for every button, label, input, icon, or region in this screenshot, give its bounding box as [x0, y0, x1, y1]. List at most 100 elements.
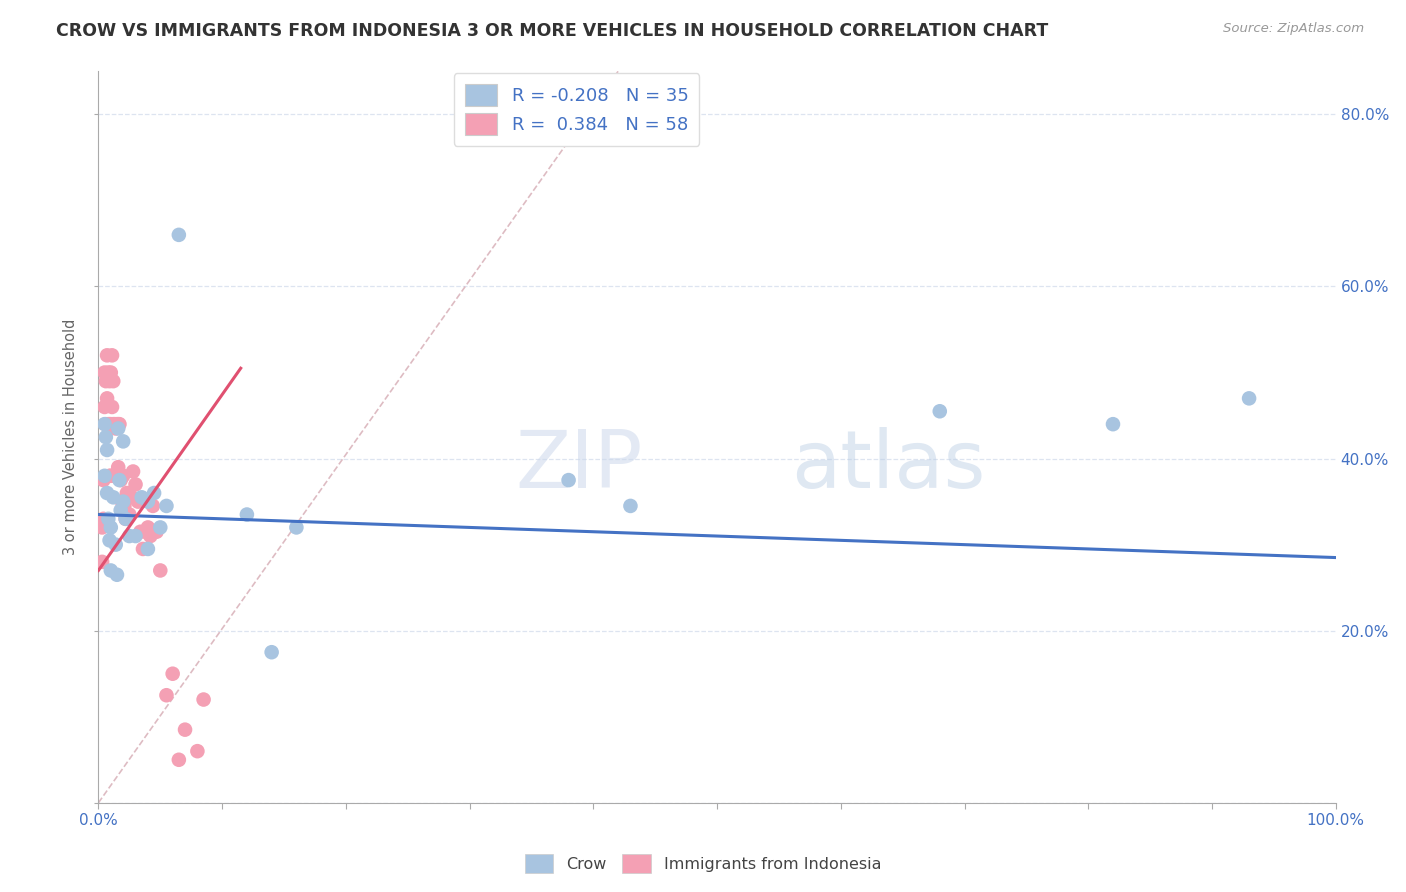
Point [104, 468, 127, 483]
Point [155, 499, 177, 513]
Point [134, 524, 156, 539]
Text: ZIP: ZIP [516, 427, 643, 506]
Point [114, 512, 136, 526]
Point [94, 430, 117, 444]
Point [98, 417, 121, 432]
Point [124, 529, 146, 543]
Point [97, 417, 120, 432]
Point [167, 753, 190, 767]
Point [132, 541, 155, 556]
Point [118, 508, 141, 522]
Point [1102, 417, 1125, 432]
Point [91, 555, 114, 569]
Text: Source: ZipAtlas.com: Source: ZipAtlas.com [1223, 22, 1364, 36]
Point [149, 520, 172, 534]
Point [100, 564, 122, 578]
Point [93, 468, 115, 483]
Point [285, 520, 308, 534]
Legend: Crow, Immigrants from Indonesia: Crow, Immigrants from Indonesia [519, 847, 887, 880]
Point [122, 465, 145, 479]
Point [98, 533, 121, 548]
Point [619, 499, 641, 513]
Point [136, 520, 159, 534]
Text: CROW VS IMMIGRANTS FROM INDONESIA 3 OR MORE VEHICLES IN HOUSEHOLD CORRELATION CH: CROW VS IMMIGRANTS FROM INDONESIA 3 OR M… [56, 22, 1049, 40]
Point [149, 564, 172, 578]
Point [94, 374, 117, 388]
Point [136, 494, 159, 508]
Point [193, 692, 215, 706]
Point [93, 473, 115, 487]
Point [115, 486, 138, 500]
Point [108, 473, 131, 487]
Legend: R = -0.208   N = 35, R =  0.384   N = 58: R = -0.208 N = 35, R = 0.384 N = 58 [454, 73, 699, 146]
Text: atlas: atlas [792, 427, 986, 506]
Y-axis label: 3 or more Vehicles in Household: 3 or more Vehicles in Household [63, 319, 79, 555]
Point [97, 512, 120, 526]
Point [104, 421, 127, 435]
Point [155, 688, 177, 702]
Point [112, 494, 135, 508]
Point [103, 491, 125, 505]
Point [93, 417, 115, 432]
Point [100, 468, 122, 483]
Point [174, 723, 197, 737]
Point [131, 491, 153, 505]
Point [114, 512, 136, 526]
Point [143, 486, 166, 500]
Point [260, 645, 283, 659]
Point [127, 494, 149, 508]
Point [107, 417, 129, 432]
Point [101, 400, 124, 414]
Point [94, 417, 117, 432]
Point [112, 468, 135, 483]
Point [110, 503, 132, 517]
Point [111, 494, 134, 508]
Point [928, 404, 950, 418]
Point [162, 666, 184, 681]
Point [136, 541, 159, 556]
Point [104, 538, 127, 552]
Point [103, 374, 125, 388]
Point [98, 374, 121, 388]
Point [101, 348, 124, 362]
Point [100, 366, 122, 380]
Point [236, 508, 259, 522]
Point [167, 227, 190, 242]
Point [129, 524, 152, 539]
Point [105, 567, 128, 582]
Point [96, 348, 118, 362]
Point [139, 529, 162, 543]
Point [100, 520, 122, 534]
Point [93, 512, 115, 526]
Point [105, 468, 128, 483]
Point [107, 460, 129, 475]
Point [93, 400, 115, 414]
Point [97, 366, 120, 380]
Point [103, 468, 125, 483]
Point [103, 417, 125, 432]
Point [1237, 392, 1260, 406]
Point [145, 524, 167, 539]
Point [112, 499, 135, 513]
Point [118, 529, 141, 543]
Point [121, 491, 143, 505]
Point [557, 473, 579, 487]
Point [96, 486, 118, 500]
Point [103, 417, 125, 432]
Point [98, 468, 121, 483]
Point [112, 434, 135, 449]
Point [105, 417, 128, 432]
Point [103, 468, 125, 483]
Point [108, 417, 131, 432]
Point [96, 442, 118, 457]
Point [142, 499, 165, 513]
Point [110, 473, 132, 487]
Point [124, 477, 146, 491]
Point [107, 421, 129, 435]
Point [93, 366, 115, 380]
Point [108, 468, 131, 483]
Point [96, 392, 118, 406]
Point [100, 417, 122, 432]
Point [91, 520, 114, 534]
Point [186, 744, 208, 758]
